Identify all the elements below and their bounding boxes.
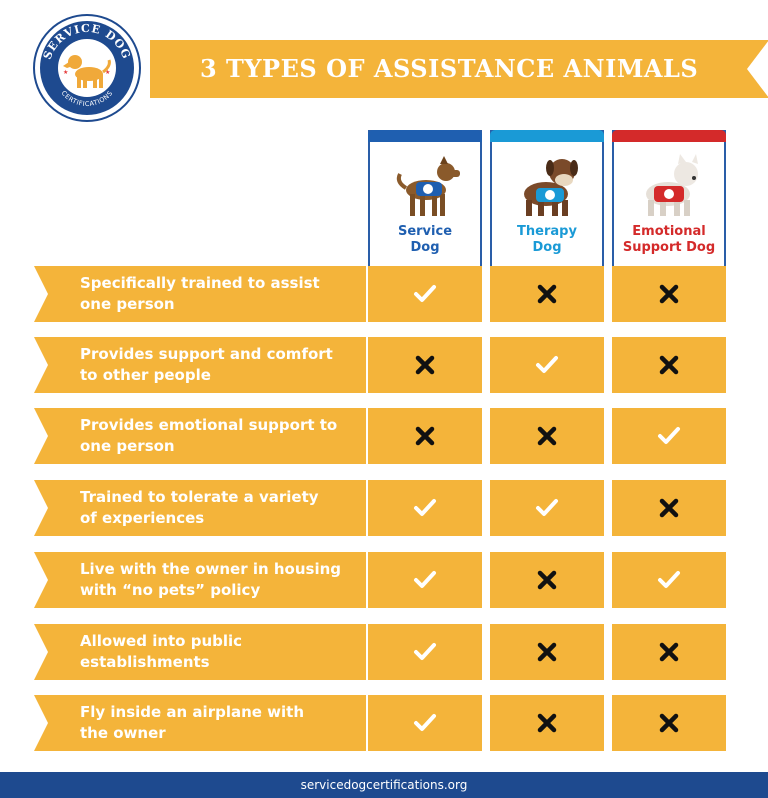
- row-label-line1: Fly inside an airplane with: [80, 703, 305, 721]
- therapy-dog-icon: [524, 159, 578, 216]
- table-row: Trained to tolerate a variety of experien…: [34, 480, 734, 536]
- column-service-dog: Service Dog: [368, 130, 482, 266]
- table-row: Live with the owner in housing with “no p…: [34, 552, 734, 608]
- row-label-line1: Specifically trained to assist: [80, 274, 320, 292]
- table-row: Fly inside an airplane with the owner: [34, 695, 734, 751]
- cross-icon: [368, 408, 482, 464]
- column-therapy-dog-line1: Therapy: [517, 224, 577, 239]
- column-emotional-support-line2: Support Dog: [622, 240, 716, 255]
- cross-icon: [490, 552, 604, 608]
- row-label-line1: Provides emotional support to: [80, 416, 338, 434]
- column-therapy-dog-line2: Dog: [532, 240, 562, 255]
- cross-icon: [612, 266, 726, 322]
- row-label-line2: one person: [80, 437, 175, 455]
- service-dog-certifications-logo: SERVICE DOG CERTIFICATIONS ★ ★: [33, 14, 141, 122]
- table-row: Specifically trained to assist one person: [34, 266, 734, 322]
- check-icon: [368, 624, 482, 680]
- cross-icon: [490, 695, 604, 751]
- row-label-line2: the owner: [80, 724, 166, 742]
- check-icon: [368, 552, 482, 608]
- svg-text:★: ★: [63, 69, 68, 76]
- check-icon: [612, 552, 726, 608]
- service-dog-icon: [396, 156, 460, 216]
- table-row: Provides support and comfort to other peo…: [34, 337, 734, 393]
- cross-icon: [490, 266, 604, 322]
- table-row: Allowed into public establishments: [34, 624, 734, 680]
- emotional-support-dog-icon: [646, 154, 698, 216]
- row-label-line1: Trained to tolerate a variety: [80, 488, 319, 506]
- cross-icon: [490, 408, 604, 464]
- row-label: Trained to tolerate a variety of experien…: [34, 480, 366, 536]
- row-label: Provides emotional support to one person: [34, 408, 366, 464]
- cross-icon: [612, 337, 726, 393]
- cross-icon: [612, 695, 726, 751]
- row-label-line1: Provides support and comfort: [80, 345, 333, 363]
- row-label-line1: Allowed into public: [80, 632, 243, 650]
- check-icon: [490, 337, 604, 393]
- page-title: 3 TYPES OF ASSISTANCE ANIMALS: [200, 54, 699, 83]
- footer-url: servicedogcertifications.org: [0, 772, 768, 798]
- row-label: Live with the owner in housing with “no p…: [34, 552, 366, 608]
- check-icon: [368, 695, 482, 751]
- column-emotional-support-line1: Emotional: [632, 224, 706, 239]
- row-label: Specifically trained to assist one person: [34, 266, 366, 322]
- column-emotional-support-dog: Emotional Support Dog: [612, 130, 726, 266]
- row-label-line2: to other people: [80, 366, 211, 384]
- cross-icon: [490, 624, 604, 680]
- column-therapy-dog: Therapy Dog: [490, 130, 604, 266]
- cross-icon: [612, 480, 726, 536]
- column-service-dog-line2: Dog: [410, 240, 440, 255]
- check-icon: [490, 480, 604, 536]
- row-label: Allowed into public establishments: [34, 624, 366, 680]
- check-icon: [612, 408, 726, 464]
- cross-icon: [612, 624, 726, 680]
- row-label: Provides support and comfort to other peo…: [34, 337, 366, 393]
- row-label-line2: one person: [80, 295, 175, 313]
- row-label: Fly inside an airplane with the owner: [34, 695, 366, 751]
- row-label-line1: Live with the owner in housing: [80, 560, 342, 578]
- row-label-line2: establishments: [80, 653, 210, 671]
- table-row: Provides emotional support to one person: [34, 408, 734, 464]
- svg-text:★: ★: [105, 69, 110, 76]
- title-banner: 3 TYPES OF ASSISTANCE ANIMALS: [150, 40, 768, 98]
- column-service-dog-line1: Service: [397, 224, 453, 239]
- row-label-line2: of experiences: [80, 509, 205, 527]
- check-icon: [368, 266, 482, 322]
- check-icon: [368, 480, 482, 536]
- cross-icon: [368, 337, 482, 393]
- row-label-line2: with “no pets” policy: [80, 581, 261, 599]
